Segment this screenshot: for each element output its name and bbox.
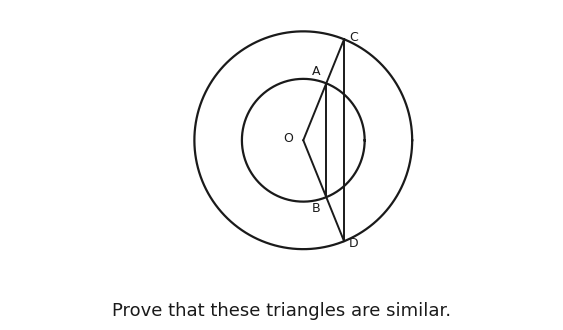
Text: Prove that these triangles are similar.: Prove that these triangles are similar. <box>112 302 451 320</box>
Text: O: O <box>284 132 293 145</box>
Text: D: D <box>349 237 359 250</box>
Text: B: B <box>312 202 320 215</box>
Text: A: A <box>312 65 320 79</box>
Text: C: C <box>349 31 358 44</box>
